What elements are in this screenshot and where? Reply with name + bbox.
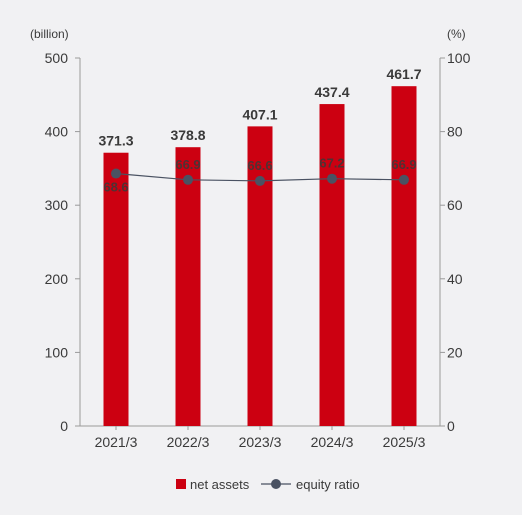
left-tick-label: 200 xyxy=(45,271,69,287)
left-tick-label: 0 xyxy=(60,418,68,434)
equity-ratio-point xyxy=(327,173,337,184)
legend-label-net-assets: net assets xyxy=(190,477,250,492)
x-axis-label: 2023/3 xyxy=(239,434,282,450)
equity-ratio-point xyxy=(183,174,193,185)
legend-swatch-net-assets xyxy=(176,479,186,489)
legend-marker-equity-ratio xyxy=(271,479,281,489)
ratio-value-label: 66.9 xyxy=(175,157,200,172)
left-axis-ticks: 0 100 200 300 400 500 xyxy=(45,50,80,434)
legend: net assets equity ratio xyxy=(176,477,360,492)
left-tick-label: 300 xyxy=(45,197,69,213)
x-axis-labels: 2021/3 2022/3 2023/3 2024/3 2025/3 xyxy=(95,426,426,450)
right-tick-label: 40 xyxy=(447,271,463,287)
equity-ratio-point xyxy=(255,175,265,186)
bar-net-assets xyxy=(103,152,129,426)
right-tick-label: 0 xyxy=(447,418,455,434)
bar-value-label: 407.1 xyxy=(242,106,277,122)
right-tick-label: 20 xyxy=(447,344,463,360)
line-series-equity-ratio xyxy=(111,168,409,186)
right-tick-label: 100 xyxy=(447,50,471,66)
x-axis-label: 2022/3 xyxy=(167,434,210,450)
bar-net-assets xyxy=(391,86,417,427)
bar-series-net-assets xyxy=(103,86,417,427)
ratio-value-labels: 68.6 66.9 66.6 67.2 66.9 xyxy=(103,156,416,195)
legend-label-equity-ratio: equity ratio xyxy=(296,477,360,492)
bar-value-label: 437.4 xyxy=(314,84,349,100)
bar-net-assets xyxy=(319,104,345,426)
bar-value-labels: 371.3 378.8 407.1 437.4 461.7 xyxy=(98,66,421,149)
x-axis-label: 2021/3 xyxy=(95,434,138,450)
bar-value-label: 378.8 xyxy=(170,127,205,143)
left-tick-label: 100 xyxy=(45,344,69,360)
right-axis-unit: (%) xyxy=(447,27,466,41)
right-tick-label: 60 xyxy=(447,197,463,213)
x-axis-label: 2025/3 xyxy=(383,434,426,450)
right-axis-ticks: 0 20 40 60 80 100 xyxy=(440,50,471,434)
ratio-value-label: 67.2 xyxy=(319,156,344,171)
bar-net-assets xyxy=(175,147,201,427)
ratio-value-label: 66.6 xyxy=(247,158,272,173)
left-tick-label: 500 xyxy=(45,50,69,66)
equity-ratio-point xyxy=(399,174,409,185)
x-axis-label: 2024/3 xyxy=(311,434,354,450)
bar-value-label: 371.3 xyxy=(98,133,133,149)
left-axis-unit: (billion) xyxy=(30,27,69,41)
right-tick-label: 80 xyxy=(447,124,463,140)
ratio-value-label: 68.6 xyxy=(103,180,128,195)
left-tick-label: 400 xyxy=(45,124,69,140)
bar-value-label: 461.7 xyxy=(386,66,421,82)
ratio-value-label: 66.9 xyxy=(391,157,416,172)
equity-ratio-point xyxy=(111,168,121,179)
